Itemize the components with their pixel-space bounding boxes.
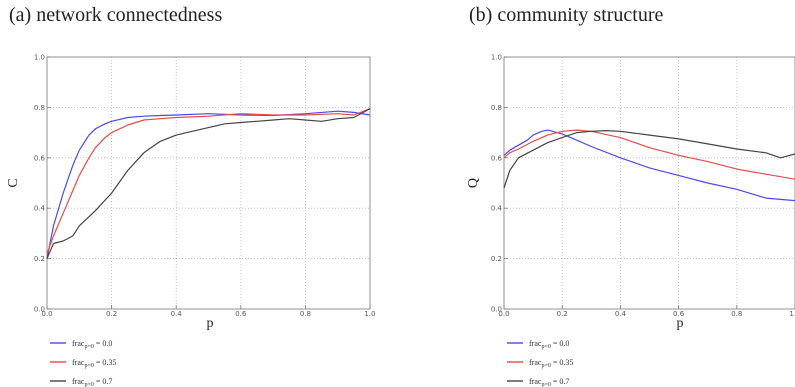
- y-axis-label-a: C: [6, 178, 21, 187]
- x-tick-label-a: 0.2: [106, 310, 117, 318]
- series-line-a-2: [46, 108, 371, 259]
- x-tick-label-b: 0.8: [731, 310, 742, 318]
- series-line-b-0: [503, 129, 795, 202]
- x-tick-label-a: 0.4: [171, 310, 183, 318]
- x-tick-label-b: 0.0: [498, 310, 509, 318]
- series-line-b-1: [503, 129, 795, 180]
- x-tick-label-b: 0.2: [557, 310, 568, 318]
- x-tick-label-b: 0.4: [615, 310, 627, 318]
- legend-label-a-0: fracp=0 = 0.0: [72, 339, 112, 350]
- x-tick-label-a: 0.0: [41, 310, 52, 318]
- legend-label-b-2: fracp=0 = 0.7: [529, 377, 569, 387]
- y-tick-label-b: 0.4: [491, 205, 503, 213]
- x-tick-label-b: 0.6: [673, 310, 685, 318]
- y-tick-label-a: 0.6: [34, 154, 46, 162]
- series-line-a-0: [46, 110, 371, 259]
- x-tick-label-b: 1.0: [789, 310, 795, 318]
- legend-label-a-1: fracp=0 = 0.35: [72, 358, 116, 369]
- y-tick-label-a: 1.0: [34, 54, 45, 62]
- legend-label-a-2: fracp=0 = 0.7: [72, 377, 112, 387]
- y-tick-label-a: 0.2: [34, 255, 45, 263]
- y-tick-label-b: 0.6: [491, 154, 503, 162]
- x-axis-label-b: p: [677, 316, 684, 331]
- y-tick-label-a: 0.8: [34, 104, 45, 112]
- series-line-b-2: [503, 130, 795, 189]
- y-tick-label-b: 1.0: [491, 54, 502, 62]
- chart-title-b: (b) community structure: [469, 4, 664, 26]
- plot-frame-b: [503, 56, 795, 310]
- y-tick-label-b: 0.2: [491, 255, 502, 263]
- x-tick-label-a: 0.6: [235, 310, 247, 318]
- legend-label-b-0: fracp=0 = 0.0: [529, 339, 569, 350]
- legend-label-b-1: fracp=0 = 0.35: [529, 358, 573, 369]
- x-tick-label-a: 0.8: [300, 310, 311, 318]
- series-line-a-1: [46, 108, 371, 254]
- y-tick-label-b: 0.0: [491, 306, 502, 314]
- x-axis-label-a: p: [207, 316, 214, 331]
- y-tick-label-a: 0.4: [34, 205, 46, 213]
- y-tick-label-b: 0.8: [491, 104, 502, 112]
- y-tick-label-a: 0.0: [34, 306, 45, 314]
- plot-frame-a: [46, 56, 371, 310]
- y-axis-label-b: Q: [466, 178, 481, 188]
- x-tick-label-a: 1.0: [364, 310, 375, 318]
- chart-title-a: (a) network connectedness: [9, 4, 223, 26]
